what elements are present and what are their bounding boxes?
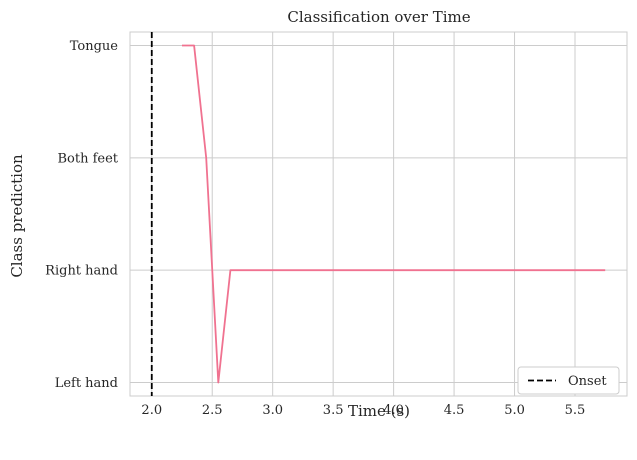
y-tick-label: Right hand — [45, 264, 118, 279]
x-tick-label: 5.0 — [504, 403, 525, 418]
x-tick-label: 2.5 — [202, 403, 223, 418]
plot-frame — [129, 31, 628, 397]
legend-onset-label: Onset — [568, 374, 607, 389]
legend-box — [517, 366, 620, 395]
chart-title: Classification over Time — [287, 8, 470, 26]
x-tick-label: 3.0 — [262, 403, 283, 418]
x-tick-labels: 2.0 2.5 3.0 3.5 4.0 4.5 5.0 5.5 — [141, 403, 585, 418]
y-tick-label: Left hand — [55, 376, 118, 391]
series-group — [182, 44, 606, 384]
x-tick-label: 2.0 — [141, 403, 162, 418]
y-axis-label: Class prediction — [8, 154, 26, 278]
prediction-line — [182, 44, 606, 384]
x-tick-label: 4.0 — [383, 403, 404, 418]
y-tick-label: Tongue — [70, 39, 119, 54]
x-tick-label: 3.5 — [323, 403, 344, 418]
y-tick-label: Both feet — [57, 151, 118, 166]
x-tick-label: 4.5 — [444, 403, 465, 418]
x-tick-label: 5.5 — [565, 403, 586, 418]
legend: Onset — [517, 366, 620, 395]
y-tick-labels: Left hand Right hand Both feet Tongue — [45, 39, 119, 391]
x-axis-label: Time (s) — [348, 402, 410, 420]
